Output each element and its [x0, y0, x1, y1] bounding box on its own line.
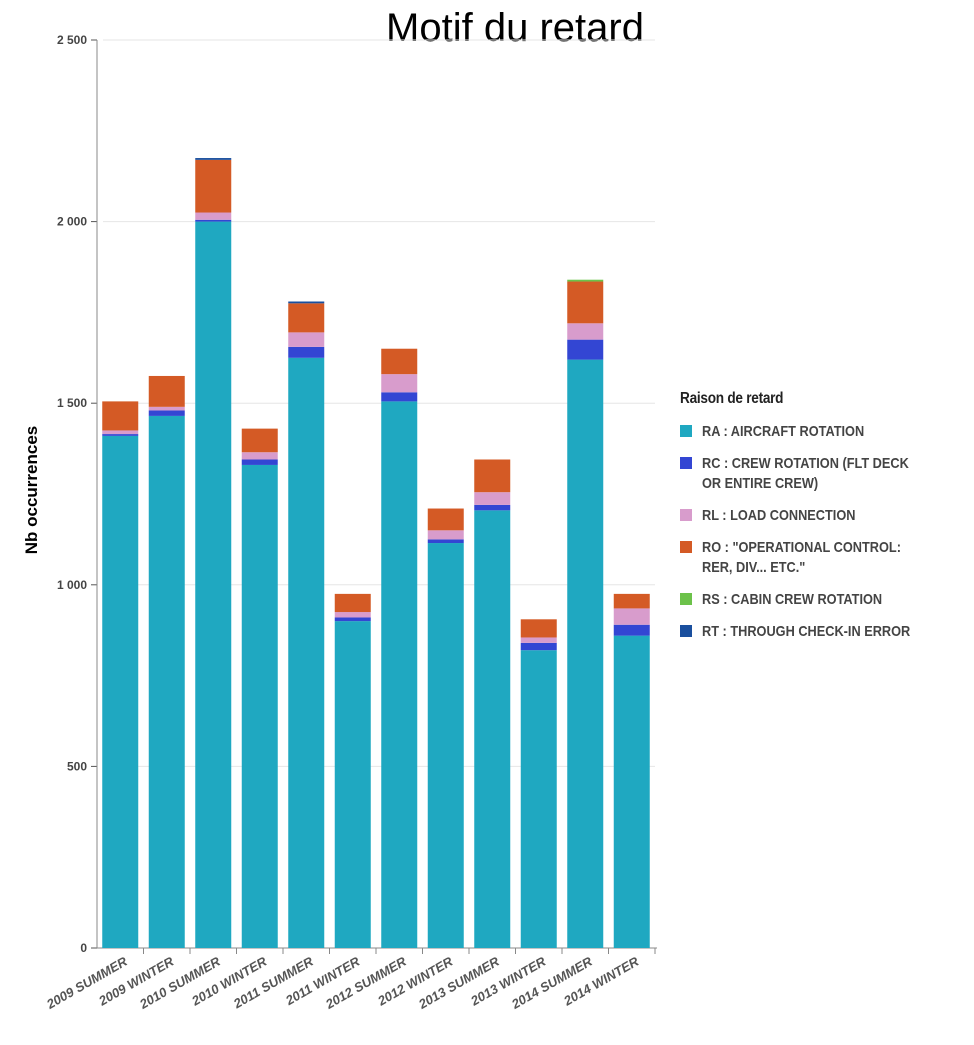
legend-item[interactable]: RA : AIRCRAFT ROTATION [680, 422, 970, 442]
legend-item[interactable]: RC : CREW ROTATION (FLT DECK OR ENTIRE C… [680, 454, 970, 494]
y-tick-label: 500 [67, 759, 87, 773]
bar-segment [195, 219, 232, 222]
legend-swatch [680, 509, 692, 521]
bar-segment [474, 459, 511, 493]
bar-segment [381, 392, 418, 402]
bar-segment [474, 492, 511, 505]
bar-segment [427, 530, 464, 540]
legend-item[interactable]: RL : LOAD CONNECTION [680, 506, 970, 526]
bar-segment [195, 159, 232, 213]
bar-segment [427, 543, 464, 948]
bar-segment [520, 637, 557, 643]
bar-segment [613, 635, 650, 948]
bar-segment [102, 430, 139, 435]
bar-segment [520, 619, 557, 638]
bar-segment [102, 401, 139, 431]
y-tick-label: 1 500 [57, 396, 87, 410]
legend-label: RC : CREW ROTATION (FLT DECK OR ENTIRE C… [702, 455, 909, 492]
legend-label: RS : CABIN CREW ROTATION [702, 591, 883, 608]
bar-segment [613, 593, 650, 609]
legend-item[interactable]: RT : THROUGH CHECK-IN ERROR [680, 622, 970, 642]
legend-label: RA : AIRCRAFT ROTATION [702, 423, 865, 440]
bar-segment [427, 508, 464, 531]
legend-label: RT : THROUGH CHECK-IN ERROR [702, 623, 911, 640]
bar-segment [241, 452, 278, 460]
bar-segment [241, 459, 278, 465]
bar-segment [381, 401, 418, 948]
bar-segment [520, 650, 557, 948]
bar-segment [567, 279, 604, 282]
bar-segment [148, 410, 185, 416]
bar-segment [427, 539, 464, 544]
bar-segment [288, 346, 325, 358]
legend-swatch [680, 541, 692, 553]
bar-segment [567, 281, 604, 324]
y-tick-label: 2 000 [57, 215, 87, 229]
bar-segment [334, 612, 371, 618]
legend-label: RO : "OPERATIONAL CONTROL: RER, DIV... E… [702, 539, 901, 576]
legend-item[interactable]: RS : CABIN CREW ROTATION [680, 590, 970, 610]
bar-segment [288, 301, 325, 304]
bar-segment [334, 621, 371, 948]
bar-segment [474, 504, 511, 511]
bar-segment [567, 339, 604, 360]
bar-segment [334, 617, 371, 622]
bar-segment [381, 348, 418, 375]
y-tick-label: 2 500 [57, 33, 87, 47]
bar-segment [288, 303, 325, 333]
bar-segment [567, 359, 604, 949]
chart-title: Motif du retard [386, 6, 644, 50]
legend-swatch [680, 625, 692, 637]
legend: Raison de retard RA : AIRCRAFT ROTATION R… [680, 390, 970, 654]
bar-segment [613, 624, 650, 636]
bar-segment [288, 357, 325, 948]
legend-swatch [680, 425, 692, 437]
bar-segment [148, 375, 185, 407]
bar-segment [241, 428, 278, 453]
legend-item[interactable]: RO : "OPERATIONAL CONTROL: RER, DIV... E… [680, 538, 970, 578]
legend-title: Raison de retard [680, 390, 784, 407]
legend-items: RA : AIRCRAFT ROTATION RC : CREW ROTATION… [680, 422, 970, 642]
bar-segment [567, 323, 604, 340]
legend-label: RL : LOAD CONNECTION [702, 507, 856, 524]
bar-segment [195, 221, 232, 949]
bar-segment [334, 593, 371, 613]
bar-segment [148, 415, 185, 948]
bar-segment [195, 158, 232, 160]
bar-segment [148, 406, 185, 411]
bar-segment [288, 332, 325, 347]
bar-segment [474, 510, 511, 948]
y-tick-label: 0 [80, 941, 87, 955]
legend-swatch [680, 593, 692, 605]
y-tick-label: 1 000 [57, 578, 87, 592]
bar-segment [102, 434, 139, 436]
bar-segment [102, 435, 139, 948]
bar-segment [520, 642, 557, 651]
legend-swatch [680, 457, 692, 469]
bar-segment [195, 212, 232, 220]
bar-segment [613, 608, 650, 625]
bar-segment [381, 374, 418, 393]
bar-segment [241, 464, 278, 948]
